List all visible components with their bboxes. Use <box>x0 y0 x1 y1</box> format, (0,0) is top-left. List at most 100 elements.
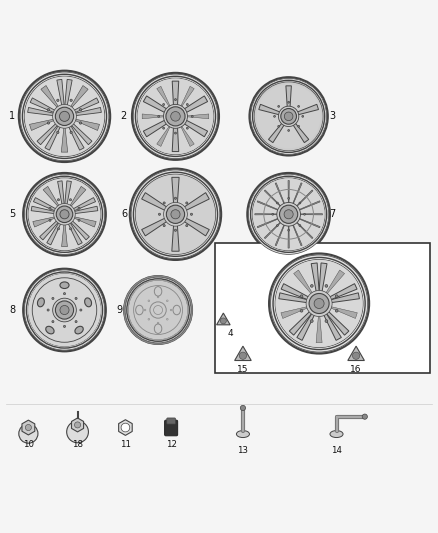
Circle shape <box>191 213 193 215</box>
Polygon shape <box>255 214 280 215</box>
Circle shape <box>137 78 214 155</box>
Circle shape <box>302 116 304 117</box>
Circle shape <box>253 179 325 251</box>
Polygon shape <box>293 270 314 296</box>
Polygon shape <box>328 284 357 300</box>
Circle shape <box>186 127 188 129</box>
Circle shape <box>25 270 105 350</box>
Polygon shape <box>294 190 313 209</box>
Circle shape <box>274 116 276 117</box>
Circle shape <box>288 197 290 199</box>
Circle shape <box>284 112 293 120</box>
Text: 16: 16 <box>350 365 362 374</box>
Circle shape <box>269 254 369 353</box>
Circle shape <box>47 309 49 311</box>
Circle shape <box>336 295 338 297</box>
Polygon shape <box>29 119 56 131</box>
Circle shape <box>281 109 297 124</box>
Circle shape <box>186 103 188 106</box>
Circle shape <box>136 175 215 254</box>
Polygon shape <box>325 270 345 296</box>
Polygon shape <box>141 217 168 236</box>
Polygon shape <box>288 181 289 206</box>
Text: 13: 13 <box>237 446 248 455</box>
Polygon shape <box>264 220 283 239</box>
Circle shape <box>251 78 327 155</box>
Polygon shape <box>119 419 132 435</box>
Circle shape <box>75 320 77 322</box>
Circle shape <box>163 104 187 128</box>
Polygon shape <box>69 187 86 208</box>
Circle shape <box>121 423 130 432</box>
Circle shape <box>300 310 303 312</box>
Polygon shape <box>157 124 171 147</box>
Circle shape <box>298 106 300 107</box>
Circle shape <box>24 76 105 157</box>
Polygon shape <box>143 119 168 137</box>
Polygon shape <box>22 420 35 435</box>
Circle shape <box>272 213 274 215</box>
Polygon shape <box>71 418 84 432</box>
Polygon shape <box>65 79 72 107</box>
Polygon shape <box>183 192 209 211</box>
Polygon shape <box>172 81 179 107</box>
Circle shape <box>273 257 365 350</box>
Polygon shape <box>68 222 82 245</box>
Circle shape <box>220 318 226 324</box>
Circle shape <box>80 309 82 311</box>
Circle shape <box>162 103 165 106</box>
Polygon shape <box>279 293 308 303</box>
Circle shape <box>78 219 80 221</box>
Polygon shape <box>72 216 96 227</box>
Circle shape <box>132 73 219 160</box>
Polygon shape <box>183 119 208 137</box>
Circle shape <box>125 277 191 343</box>
Polygon shape <box>141 192 168 211</box>
Circle shape <box>54 204 75 225</box>
Polygon shape <box>37 123 58 144</box>
Circle shape <box>128 280 188 340</box>
Ellipse shape <box>330 431 343 438</box>
Circle shape <box>325 285 328 287</box>
Circle shape <box>28 179 100 251</box>
Circle shape <box>138 78 213 154</box>
Circle shape <box>311 285 313 287</box>
Polygon shape <box>257 217 281 228</box>
Circle shape <box>70 228 71 230</box>
Circle shape <box>53 104 76 128</box>
Text: 1: 1 <box>9 111 15 122</box>
Circle shape <box>314 298 324 309</box>
Text: 7: 7 <box>329 209 335 219</box>
FancyBboxPatch shape <box>167 418 176 424</box>
Circle shape <box>239 352 247 359</box>
Circle shape <box>19 424 38 443</box>
Polygon shape <box>275 183 286 207</box>
Polygon shape <box>259 104 281 115</box>
Circle shape <box>159 213 161 215</box>
Circle shape <box>60 305 69 314</box>
Circle shape <box>353 352 360 359</box>
Circle shape <box>26 272 102 348</box>
Circle shape <box>57 199 60 201</box>
Circle shape <box>257 84 321 149</box>
Circle shape <box>288 130 290 131</box>
Polygon shape <box>281 284 310 300</box>
Circle shape <box>276 202 278 204</box>
Polygon shape <box>68 125 84 150</box>
Polygon shape <box>297 104 318 115</box>
Polygon shape <box>257 201 281 212</box>
Circle shape <box>362 414 367 419</box>
Polygon shape <box>45 125 61 150</box>
Polygon shape <box>297 312 315 341</box>
Polygon shape <box>30 98 56 113</box>
Circle shape <box>70 99 72 101</box>
Text: 8: 8 <box>9 305 15 315</box>
Circle shape <box>278 125 279 127</box>
Circle shape <box>186 224 188 227</box>
Ellipse shape <box>38 298 44 307</box>
Polygon shape <box>330 293 360 303</box>
Circle shape <box>299 224 301 227</box>
Polygon shape <box>47 222 61 245</box>
Circle shape <box>288 101 290 103</box>
Polygon shape <box>183 217 209 236</box>
